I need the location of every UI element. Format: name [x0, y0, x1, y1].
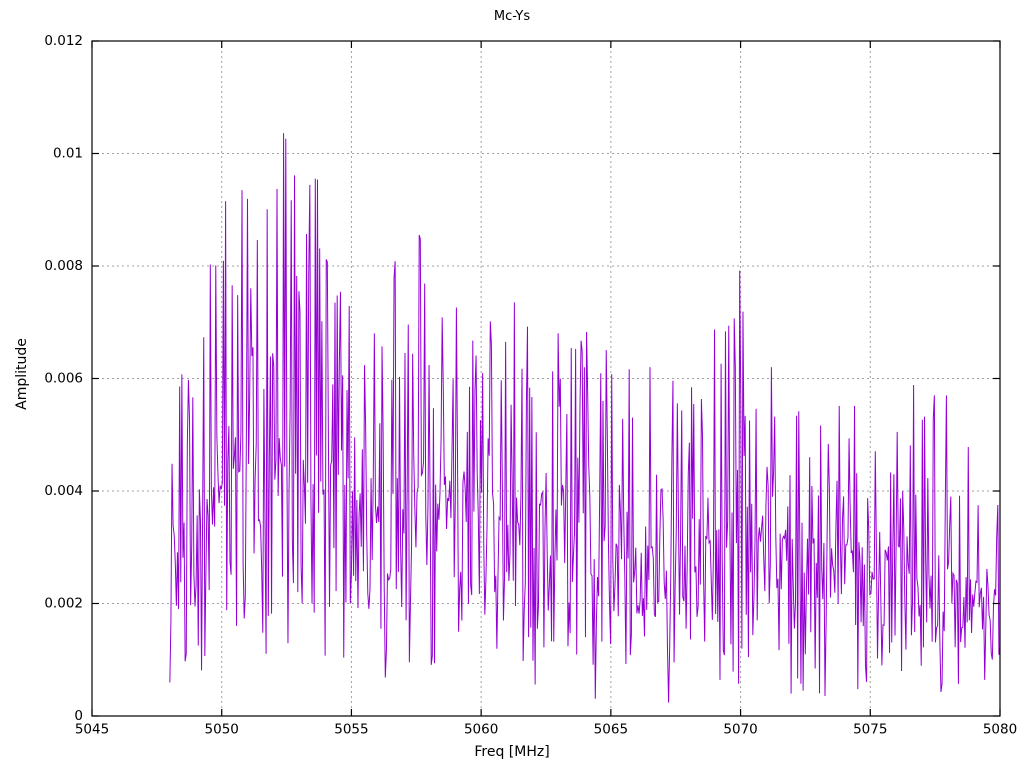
x-tick-label: 5065	[594, 722, 628, 738]
y-tick-label: 0	[74, 708, 83, 724]
x-tick-label: 5075	[853, 722, 887, 738]
axis-ticks	[91, 40, 1001, 717]
spectrum-series	[169, 133, 1001, 703]
y-tick-label: 0.006	[44, 371, 83, 387]
x-tick-label: 5070	[723, 722, 757, 738]
x-axis-label: Freq [MHz]	[474, 744, 550, 760]
x-tick-label: 5045	[75, 722, 109, 738]
y-tick-label: 0.012	[44, 33, 83, 49]
y-tick-label: 0.004	[44, 483, 83, 499]
x-tick-label: 5050	[205, 722, 239, 738]
x-tick-label: 5060	[464, 722, 498, 738]
x-tick-label: 5055	[334, 722, 368, 738]
chart-title: Mc-Ys	[493, 9, 531, 24]
axis-tick-labels: 0 0.002 0.004 0.006 0.008 0.01 0.012 5045 5050 50…	[44, 33, 1017, 738]
x-tick-label: 5080	[983, 722, 1017, 738]
y-tick-label: 0.002	[44, 596, 83, 612]
y-tick-label: 0.01	[53, 146, 83, 162]
y-tick-label: 0.008	[44, 258, 83, 274]
